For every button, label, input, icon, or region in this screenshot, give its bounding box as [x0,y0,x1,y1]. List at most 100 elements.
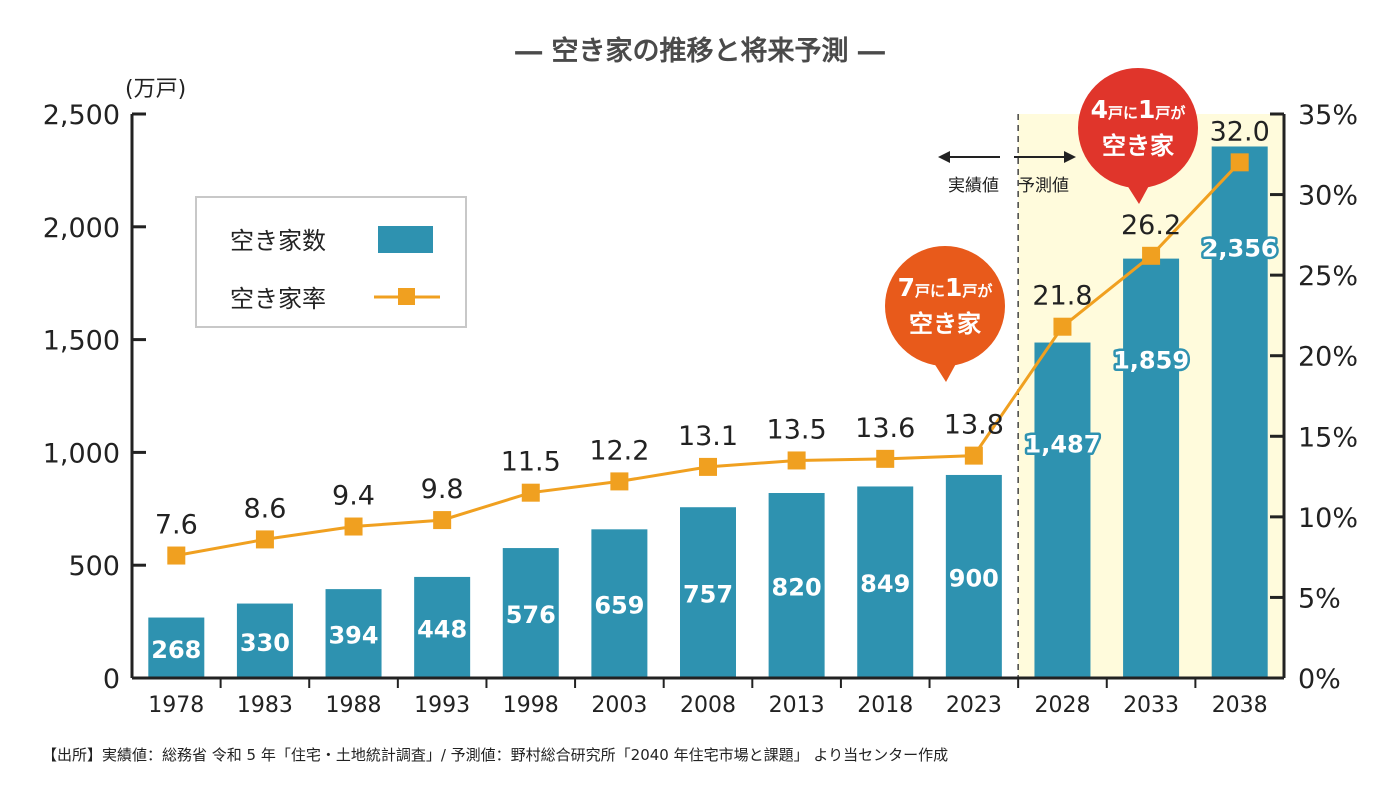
x-tick-label: 2008 [680,693,736,718]
bar-2008 [680,507,736,678]
callout-7-line1: 7戸に1戸が [898,273,994,302]
rate-marker-1998 [521,483,540,502]
callout-4-line2: 空き家 [1102,132,1174,160]
legend-bar-swatch [378,226,433,253]
rate-label-2038: 32.0 [1210,116,1270,147]
rate-label-2013: 13.5 [767,414,827,445]
x-tick-label: 2003 [591,693,647,718]
rate-label-1983: 8.6 [243,493,286,524]
bar-label-1983: 330 [240,629,290,657]
rate-marker-2018 [876,449,895,468]
rate-label-1998: 11.5 [501,447,561,478]
bar-label-2033: 1,859 [1113,347,1189,375]
rate-marker-1988 [344,517,363,536]
legend-label-count: 空き家数 [230,227,326,255]
bar-2018 [857,486,914,678]
left-tick-label: 2,000 [43,213,120,244]
rate-label-2018: 13.6 [855,413,915,444]
x-tick-label: 1983 [237,693,293,718]
callout-7-bubble [885,246,1005,366]
legend-label-rate: 空き家率 [230,285,326,313]
source-note: 【出所】実績値：総務省 令和 5 年「住宅・土地統計調査」/ 予測値：野村総合研… [42,746,949,764]
callout-7-line2: 空き家 [909,310,981,338]
x-tick-label: 2028 [1034,693,1090,718]
callout-7-pointer [932,360,958,382]
bar-1998 [502,548,559,678]
left-axis-unit: (万戸) [125,77,186,102]
bars-group [148,146,1268,679]
callout-4-in-1: 4戸に1戸が 空き家 [1078,68,1198,204]
bar-label-1988: 394 [328,622,378,650]
rate-marker-2008 [699,457,717,476]
rate-label-1993: 9.8 [421,474,464,505]
legend: 空き家数 空き家率 [195,196,467,328]
right-tick-label: 15% [1298,422,1358,453]
bar-2033 [1123,258,1180,678]
bar-label-2008: 757 [683,581,733,609]
callout-4-bubble [1078,68,1198,188]
actual-label: 実績値 [948,176,999,196]
rate-marker-2023 [964,446,983,465]
forecast-label: 予測値 [1018,176,1069,196]
x-tick-label: 1988 [326,693,382,718]
rate-label-2023: 13.8 [944,410,1004,441]
bar-label-2028: 1,487 [1025,431,1101,459]
rate-line-group [167,153,1249,565]
x-tick-label: 2013 [769,693,825,718]
right-tick-label: 5% [1298,583,1341,614]
left-tick-label: 1,500 [43,326,120,357]
rate-label-2003: 12.2 [589,435,649,466]
left-tick-label: 2,500 [43,100,120,131]
right-tick-label: 10% [1298,503,1358,534]
right-tick-label: 25% [1298,261,1358,292]
rate-marker-1993 [433,511,452,530]
legend-marker-swatch [398,288,415,305]
left-tick-label: 0 [103,664,120,695]
bar-2013 [768,493,825,678]
right-tick-label: 20% [1298,342,1358,373]
bar-2038 [1211,146,1268,679]
rate-marker-2013 [787,451,806,470]
x-tick-label: 1978 [148,693,204,718]
x-tick-label: 1993 [414,693,470,718]
rate-marker-2038 [1230,153,1249,172]
bar-2003 [591,529,648,678]
right-tick-label: 30% [1298,181,1358,212]
actual-forecast-arrows: 実績値 予測値 [938,151,1076,196]
rate-label-1978: 7.6 [155,510,198,541]
bar-label-2003: 659 [594,592,644,620]
rate-marker-2028 [1053,317,1072,336]
rate-marker-2003 [610,472,629,491]
rate-label-1988: 9.4 [332,481,375,512]
x-tick-label: 2033 [1123,693,1179,718]
x-tick-label: 1998 [503,693,559,718]
bar-1978 [148,617,205,678]
bar-2028 [1034,342,1091,678]
x-tick-label: 2018 [857,693,913,718]
chart-title: ― 空き家の推移と将来予測 ― [515,35,885,67]
bar-label-1993: 448 [417,615,467,643]
bar-label-1998: 576 [506,601,556,629]
bar-2023 [945,474,1002,678]
bar-label-1978: 268 [151,636,201,664]
bar-label-2013: 820 [772,574,822,602]
bar-label-2023: 900 [949,564,999,592]
axes-group: 0 500 1,000 1,500 2,000 2,500 0% 5% 10% 15% 20% 25%… [43,100,1358,718]
rate-marker-1978 [167,546,186,565]
rate-label-2033: 26.2 [1121,210,1181,241]
rate-marker-2033 [1142,246,1161,265]
callout-7-in-1: 7戸に1戸が 空き家 [885,246,1005,382]
right-tick-label: 0% [1298,664,1341,695]
bar-1988 [325,589,382,678]
bar-label-2018: 849 [860,570,910,598]
bar-1983 [236,603,293,678]
callout-4-line1: 4戸に1戸が [1091,95,1187,124]
left-tick-label: 500 [68,551,120,582]
bar-1993 [414,576,471,678]
x-tick-label: 2023 [946,693,1002,718]
forecast-arrow-head [1064,151,1076,163]
labels-group: 7.6 8.6 9.4 9.8 11.5 12.2 13.1 13.5 13.6 13.8 21.8… [149,116,1280,666]
callout-4-pointer [1125,182,1151,204]
rate-label-2008: 13.1 [678,421,738,452]
